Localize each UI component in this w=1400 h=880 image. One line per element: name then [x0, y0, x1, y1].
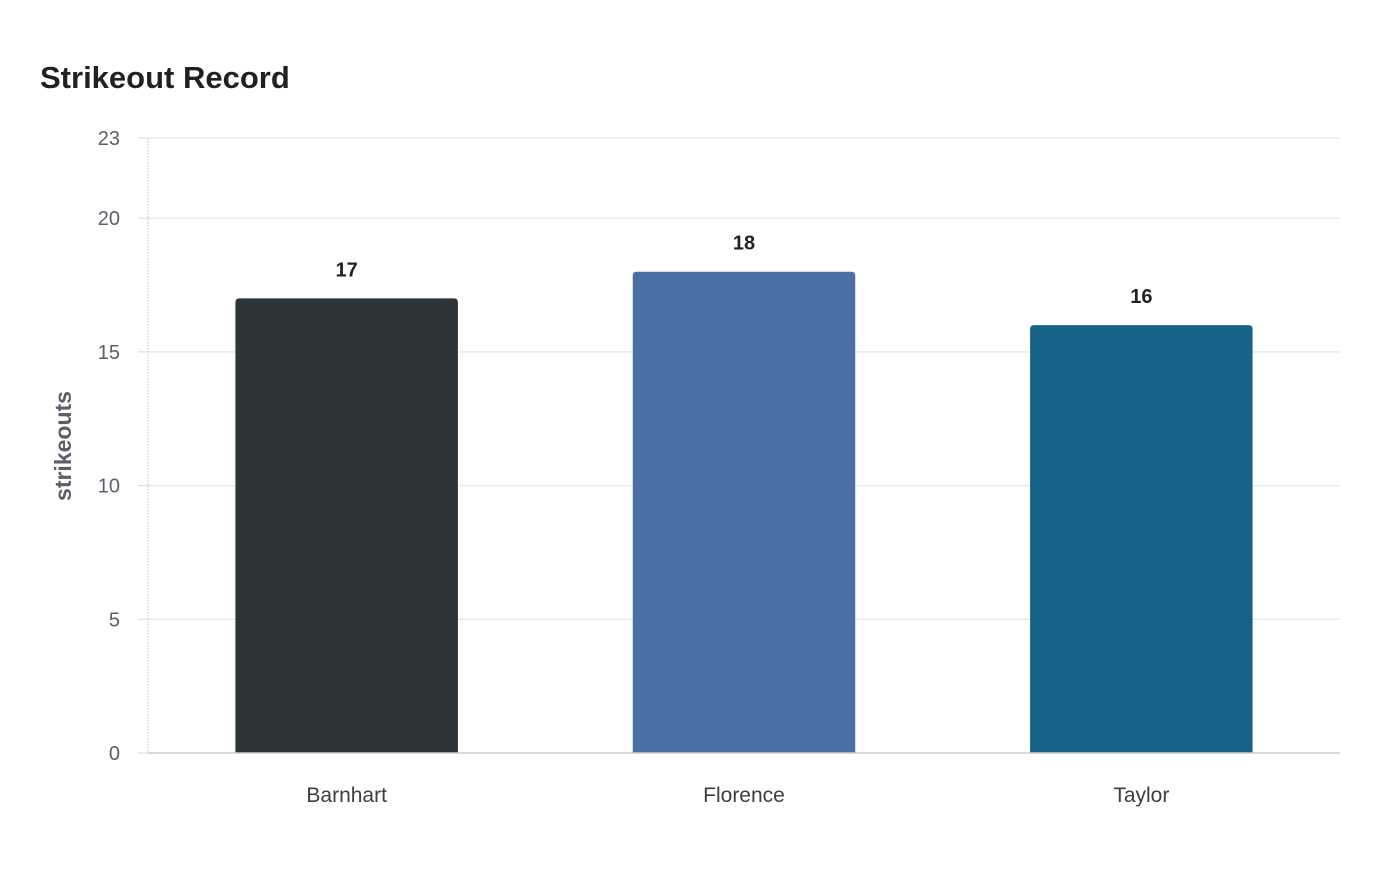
y-axis: 0 5 10 15 20 23: [98, 128, 149, 765]
x-axis: Barnhart Florence Taylor: [148, 752, 1340, 807]
bar: [235, 298, 458, 753]
y-tick-label: 15: [98, 342, 120, 364]
bars: [235, 271, 1253, 753]
bar: [1030, 325, 1253, 753]
chart-title: Strikeout Record: [40, 60, 290, 95]
data-label: 16: [1130, 286, 1152, 308]
y-axis-title: strikeouts: [50, 391, 76, 501]
y-tick-label: 23: [98, 128, 120, 150]
x-tick-label: Florence: [703, 784, 785, 807]
x-tick-label: Taylor: [1113, 784, 1169, 807]
y-tick-label: 0: [109, 743, 120, 765]
x-tick-label: Barnhart: [306, 784, 387, 807]
data-labels: 17 18 16: [336, 233, 1153, 308]
data-label: 17: [336, 259, 358, 281]
y-tick-label: 10: [98, 476, 120, 498]
y-tick-label: 5: [109, 609, 120, 631]
y-tick-label: 20: [98, 208, 120, 230]
bar: [632, 271, 856, 753]
data-label: 18: [733, 233, 755, 255]
